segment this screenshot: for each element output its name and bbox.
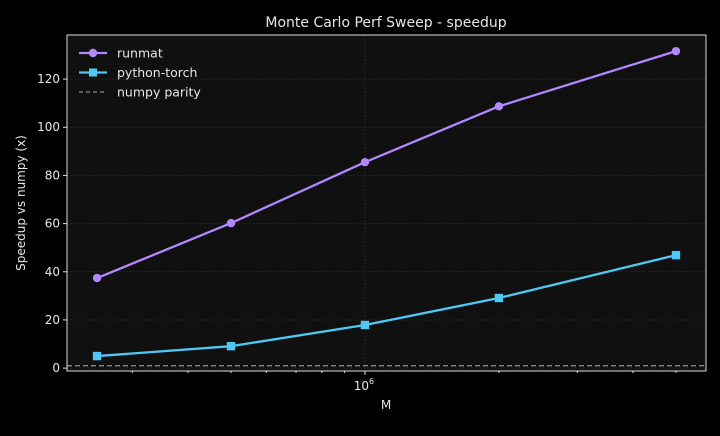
legend-label: runmat xyxy=(117,46,163,61)
legend-marker-circle xyxy=(88,48,98,58)
legend-label: python-torch xyxy=(117,65,197,80)
chart-title: Monte Carlo Perf Sweep - speedup xyxy=(265,15,506,31)
legend-marker-square xyxy=(89,68,97,77)
x-axis-label: M xyxy=(381,398,391,412)
grid xyxy=(67,35,706,371)
y-tick-label: 120 xyxy=(37,72,60,86)
x-ticks: 106 xyxy=(131,371,677,393)
python-torch-point xyxy=(92,351,102,361)
plot-area xyxy=(67,35,706,371)
y-tick-label: 40 xyxy=(45,265,60,279)
plot-frame xyxy=(66,34,707,372)
y-ticks: 0 20 40 60 80 100 120 xyxy=(37,72,67,375)
runmat-point xyxy=(226,218,236,228)
y-tick-label: 60 xyxy=(45,217,60,231)
x-tick-label: 106 xyxy=(354,377,374,393)
runmat-point xyxy=(494,102,504,111)
y-tick-label: 20 xyxy=(45,313,60,327)
y-tick-label: 80 xyxy=(45,168,60,182)
y-tick-label: 100 xyxy=(37,120,60,134)
python-torch-point xyxy=(360,320,370,330)
python-torch-point xyxy=(671,250,681,260)
runmat-point xyxy=(92,273,102,283)
runmat-point xyxy=(671,46,681,56)
y-tick-label: 0 xyxy=(52,361,60,375)
legend: runmat python-torch numpy parity xyxy=(79,46,201,100)
python-torch-point xyxy=(494,293,504,303)
runmat-point xyxy=(360,157,370,167)
python-torch-point xyxy=(226,341,236,351)
y-axis-label: Speedup vs numpy (x) xyxy=(14,135,28,271)
legend-label: numpy parity xyxy=(117,85,201,100)
series-group xyxy=(92,46,681,361)
